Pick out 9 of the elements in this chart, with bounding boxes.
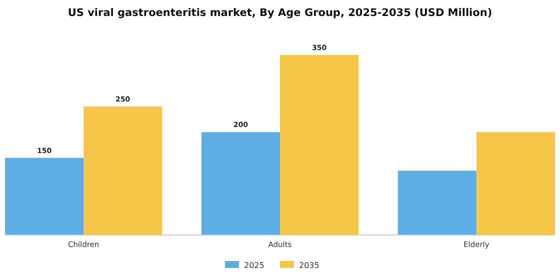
bar [398,170,476,235]
bar [476,132,555,235]
bar [201,132,280,235]
legend-label: 2025 [244,261,264,270]
legend-label: 2035 [299,261,320,270]
bar [84,106,162,235]
bar [280,55,359,235]
bar [5,158,84,235]
chart-title: US viral gastroenteritis market, By Age Group, 2025-2035 (USD Million) [68,7,492,19]
